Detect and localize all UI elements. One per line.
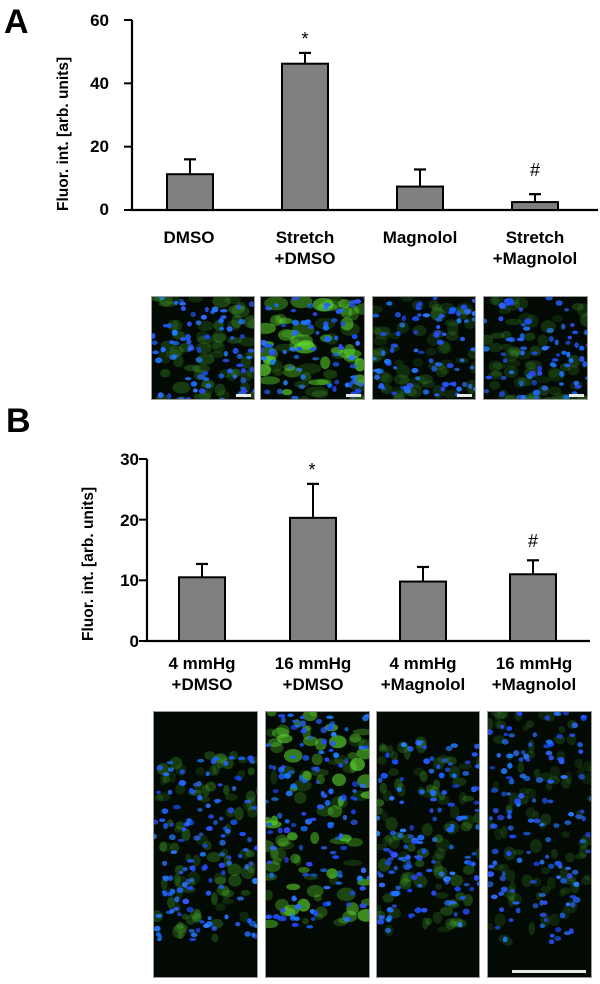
panel-b-significance-hash: # <box>527 531 538 551</box>
panel-a-letter: A <box>4 3 29 41</box>
scale-bar <box>236 394 251 397</box>
scale-bar <box>457 394 472 397</box>
panel-a-micrograph-magnolol <box>372 296 476 400</box>
bar-3 <box>399 580 447 642</box>
panel-a-significance-hash: # <box>529 160 540 180</box>
panel-a-ytick-60: 60 <box>90 11 109 30</box>
panel-a-ytick-0: 0 <box>99 200 109 219</box>
panel-b-ytick-30: 30 <box>120 450 139 469</box>
scale-bar <box>346 394 361 397</box>
bar-2 <box>289 516 337 642</box>
panel-a-ytick-40: 40 <box>90 74 109 93</box>
panel-b-micrograph-16mmhg-dmso <box>265 711 370 978</box>
panel-a-category-stretch-magnolol: Stretch +Magnolol <box>492 228 578 268</box>
bar-4 <box>511 201 559 211</box>
bar-1 <box>178 576 226 643</box>
panel-a-category-dmso: DMSO <box>163 228 215 247</box>
panel-b-letter: B <box>6 402 31 440</box>
bar-4 <box>509 573 557 642</box>
panel-b-ytick-20: 20 <box>120 511 139 530</box>
panel-a-significance-star: * <box>301 29 309 49</box>
bar-3 <box>396 185 444 211</box>
panel-b-ytick-0: 0 <box>129 632 139 651</box>
panel-a-bar-chart <box>124 19 598 212</box>
panel-a-micrograph-dmso <box>151 296 255 400</box>
bar-2 <box>281 62 329 212</box>
panel-b-category-16mmhg-magnolol: 16 mmHg +Magnolol <box>491 654 577 694</box>
panel-b-ytick-10: 10 <box>120 571 139 590</box>
panel-a-micrograph-stretch-magnolol <box>483 296 588 400</box>
scale-bar <box>569 394 584 397</box>
panel-b-micrograph-4mmhg-dmso <box>153 711 258 978</box>
panel-b-bar-chart <box>139 458 590 643</box>
panel-b-micrograph-4mmhg-magnolol <box>376 711 480 978</box>
bar-1 <box>166 173 214 211</box>
panel-a-category-magnolol: Magnolol <box>382 228 458 247</box>
panel-a-category-stretch-dmso: Stretch +DMSO <box>274 228 336 268</box>
panel-b-significance-star: * <box>308 460 316 480</box>
scale-bar <box>512 970 586 973</box>
panel-a-micrograph-stretch-dmso <box>260 296 365 400</box>
panel-b-category-4mmhg-magnolol: 4 mmHg +Magnolol <box>380 654 466 694</box>
panel-b-category-16mmhg-dmso: 16 mmHg +DMSO <box>274 654 352 694</box>
panel-a-ytick-20: 20 <box>90 137 109 156</box>
panel-b-category-4mmhg-dmso: 4 mmHg +DMSO <box>168 654 236 694</box>
panel-b-micrograph-16mmhg-magnolol <box>487 711 592 978</box>
